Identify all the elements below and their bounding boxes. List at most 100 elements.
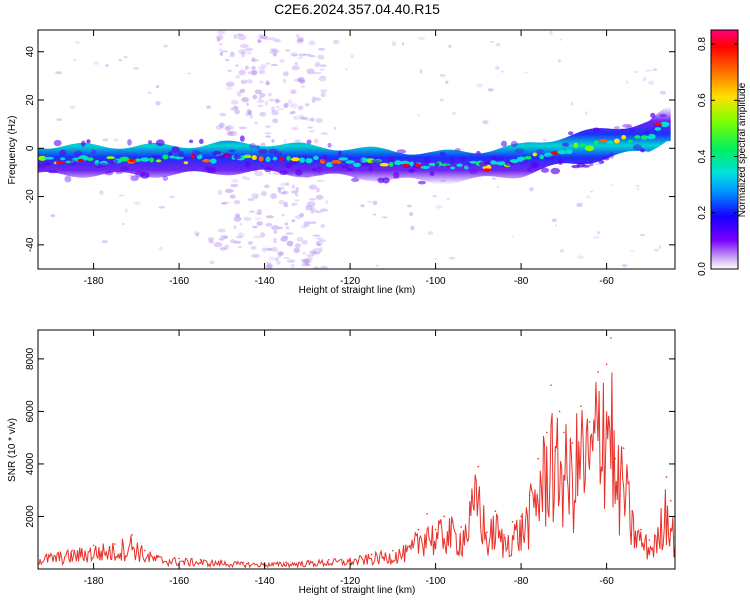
snr-data-point	[178, 557, 180, 560]
snr-data-point	[477, 465, 480, 468]
spectrogram-scatter-blob	[230, 183, 239, 188]
spectrogram-scatter-blob	[279, 251, 284, 256]
spectrogram-halo-blob	[439, 151, 446, 156]
spectrogram-scatter-blob	[294, 191, 299, 197]
spectrogram-scatter-blob	[260, 63, 267, 69]
spectrogram-scatter-blob	[576, 255, 584, 260]
spectrogram-scatter-blob	[446, 197, 450, 201]
snr-data-point	[554, 450, 557, 452]
spectrogram-track-blob	[65, 160, 74, 164]
spectrogram-scatter-blob	[313, 266, 320, 269]
spectrogram-peak-blob	[402, 163, 410, 167]
spectrogram-scatter-blob	[303, 221, 310, 227]
spectrogram-scatter-blob	[315, 194, 324, 200]
spectrogram-track-blob	[258, 156, 264, 162]
spectrogram-halo-blob	[382, 177, 390, 184]
spectrogram-track-blob	[399, 160, 410, 165]
spectrogram-track-blob	[594, 140, 599, 146]
snr-x-tick-label: -60	[599, 576, 614, 587]
spectrogram-track-blob	[450, 166, 456, 170]
spectrogram-halo-blob	[645, 130, 651, 137]
spectrogram-scatter-blob	[278, 200, 286, 205]
spectrogram-halo-blob	[546, 154, 555, 161]
spectrogram-halo-blob	[109, 158, 119, 164]
spectrogram-scatter-blob	[123, 56, 128, 59]
spectrogram-track-blob	[60, 157, 66, 161]
spectrogram-halo-blob	[321, 154, 328, 162]
spectrogram-scatter-blob	[312, 234, 321, 237]
spectrogram-scatter-blob	[239, 222, 243, 226]
spectrogram-scatter-blob	[529, 186, 534, 192]
snr-data-point	[306, 560, 309, 562]
spectrogram-scatter-blob	[169, 195, 175, 199]
spectrogram-halo-blob	[370, 159, 381, 164]
spectrogram-scatter-blob	[264, 131, 272, 135]
spectrogram-scatter-blob	[220, 235, 229, 239]
spectrogram-peak-blob	[55, 161, 63, 165]
spectrogram-scatter-blob	[501, 70, 504, 73]
spectrogram-scatter-blob	[302, 258, 310, 265]
spectrogram-scatter-blob	[260, 142, 266, 148]
spectrogram-halo-blob	[450, 156, 455, 164]
snr-data-point	[92, 544, 95, 547]
spectrogram-halo-blob	[59, 149, 67, 156]
snr-data-point	[71, 549, 74, 552]
spectrogram-scatter-blob	[294, 62, 298, 66]
spectrogram-scatter-blob	[291, 126, 299, 131]
spectrogram-halo-blob	[295, 169, 303, 176]
spectrogram-scatter-blob	[133, 201, 141, 206]
spectrogram-scatter-blob	[475, 83, 483, 88]
spectrogram-scatter-blob	[272, 118, 279, 124]
spectrogram-scatter-blob	[345, 68, 349, 71]
spectrogram-scatter-blob	[262, 249, 267, 252]
spectrogram-scatter-blob	[448, 256, 456, 260]
spectrogram-halo-blob	[632, 144, 642, 151]
spectrogram-y-tick-label: -40	[25, 237, 36, 252]
spectrogram-halo-blob	[191, 149, 201, 157]
spectrogram-scatter-blob	[206, 105, 211, 109]
spectrogram-track-blob	[379, 162, 389, 167]
spectrogram-scatter-blob	[216, 34, 224, 40]
spectrogram-scatter-blob	[270, 225, 280, 231]
spectrogram-scatter-blob	[283, 104, 287, 109]
spectrogram-track-blob	[140, 157, 150, 162]
spectrogram-halo-blob	[562, 142, 570, 147]
spectrogram-scatter-blob	[75, 41, 80, 44]
spectrogram-scatter-blob	[570, 101, 574, 106]
spectrogram-scatter-blob	[311, 96, 317, 102]
spectrogram-scatter-blob	[297, 76, 305, 83]
spectrogram-scatter-blob	[401, 41, 405, 46]
spectrogram-halo-blob	[53, 139, 62, 147]
spectrogram-scatter-blob	[121, 222, 125, 226]
spectrogram-track-blob	[389, 161, 394, 167]
spectrogram-scatter-blob	[216, 37, 221, 43]
spectrogram-halo-blob	[358, 157, 363, 163]
spectrogram-x-tick-label: -180	[84, 276, 104, 287]
spectrogram-scatter-blob	[69, 105, 76, 110]
colorbar-ticks: 0.8 0.6 0.4 0.2 0.0	[697, 37, 738, 276]
spectrogram-scatter-blob	[274, 257, 280, 262]
spectrogram-scatter-blob	[233, 200, 241, 205]
spectrogram-scatter-blob	[648, 80, 655, 85]
spectrogram-scatter-blob	[281, 190, 287, 195]
spectrogram-frame	[37, 29, 676, 270]
spectrogram-scatter-blob	[294, 202, 298, 206]
spectrogram-scatter-blob	[301, 263, 306, 267]
spectrogram-scatter-blob	[237, 34, 247, 41]
spectrogram-halo-blob	[393, 171, 400, 179]
spectrogram-scatter-blob	[118, 58, 123, 62]
spectrogram-scatter-blob	[291, 184, 295, 189]
spectrogram-scatter-blob	[286, 240, 294, 247]
spectrogram-scatter-blob	[495, 42, 501, 47]
spectrogram-scatter-blob	[586, 195, 591, 199]
spectrogram-track-blob	[606, 140, 614, 145]
spectrogram-scatter-blob	[312, 71, 322, 75]
spectrogram-scatter-blob	[235, 64, 239, 67]
spectrogram-scatter-blob	[304, 103, 310, 107]
spectrogram-scatter-blob	[235, 236, 243, 239]
colorbar-frame	[710, 29, 739, 270]
spectrogram-scatter-blob	[219, 51, 224, 56]
spectrogram-scatter-blob	[250, 245, 257, 250]
spectrogram-scatter-blob	[298, 53, 307, 57]
spectrogram-scatter-blob	[295, 186, 299, 193]
